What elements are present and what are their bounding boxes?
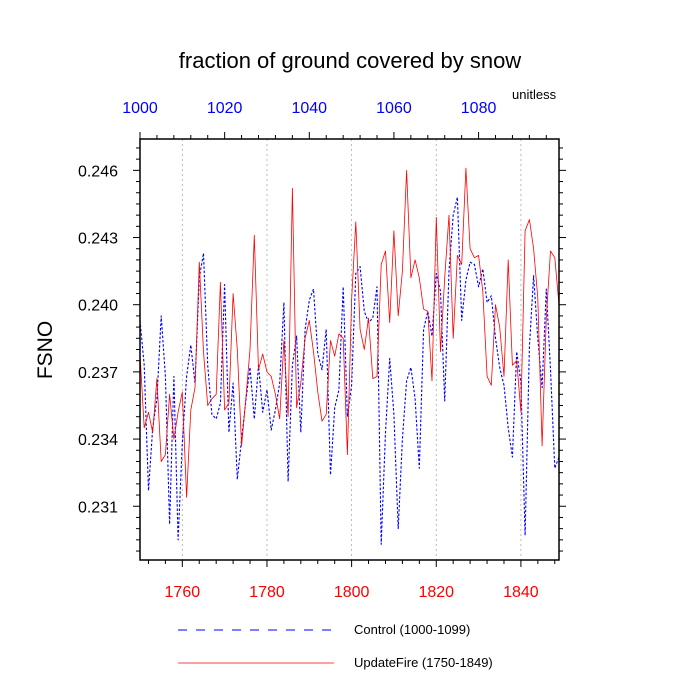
y-tick-label: 0.240 (78, 298, 118, 315)
x-tick-label-top: 1080 (461, 100, 497, 117)
y-tick-label: 0.237 (78, 365, 118, 382)
x-tick-label-bottom: 1760 (165, 584, 201, 601)
series-line-updatefire (139, 167, 560, 498)
chart-title: fraction of ground covered by snow (179, 48, 522, 73)
y-tick-label: 0.234 (78, 432, 118, 449)
x-tick-label-top: 1060 (376, 100, 412, 117)
x-tick-label-bottom: 1840 (503, 584, 539, 601)
grid-lines (181, 139, 522, 560)
legend-label-control: Control (1000-1099) (354, 622, 470, 637)
y-tick-label: 0.246 (78, 163, 118, 180)
series-lines (139, 167, 560, 545)
legend-label-updatefire: UpdateFire (1750-1849) (354, 655, 493, 670)
y-axis-label: FSNO (34, 321, 57, 379)
x-tick-label-bottom: 1820 (418, 584, 454, 601)
series-line-control (139, 196, 560, 545)
axes: 0.231 0.234 0.237 0.240 0.243 0.246 1760 1780 18… (78, 100, 566, 601)
y-tick-label: 0.231 (78, 499, 118, 516)
x-tick-label-bottom: 1780 (249, 584, 285, 601)
x-tick-label-bottom: 1800 (334, 584, 370, 601)
x-tick-label-top: 1020 (207, 100, 243, 117)
y-tick-label: 0.243 (78, 231, 118, 248)
units-label: unitless (512, 87, 557, 102)
legend: Control (1000-1099) UpdateFire (1750-184… (178, 622, 493, 670)
x-tick-label-top: 1040 (291, 100, 327, 117)
x-tick-label-top: 1000 (122, 100, 158, 117)
